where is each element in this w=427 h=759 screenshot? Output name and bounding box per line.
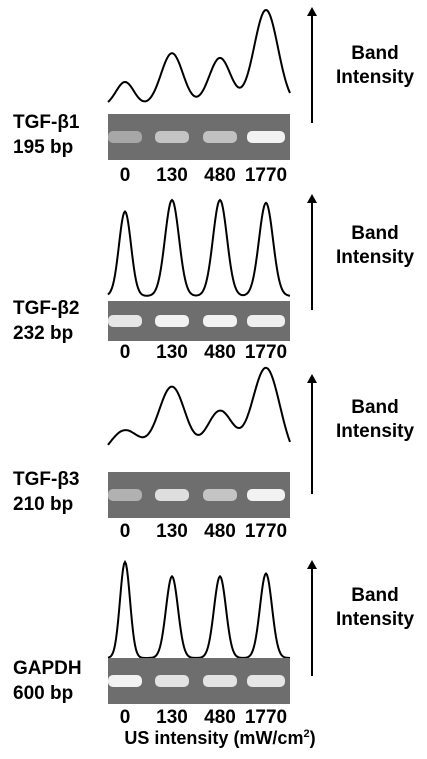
lane-label: 480 [204,342,236,363]
gene-label: GAPDH 600 bp [13,656,82,706]
lane-label: 0 [119,165,131,186]
gel-band [108,315,142,327]
gel-band [155,315,189,327]
intensity-trace [107,198,291,297]
band-intensity-arrow [311,15,313,123]
arrow-head-icon [307,194,317,203]
lane-label: 1770 [244,521,288,542]
band-caption-line: Band [351,223,399,244]
lane-label: 130 [156,165,188,186]
panel-tgf-beta3: Band Intensity TGF-β3 210 bp 0 130 480 1… [0,366,427,553]
lane-label: 130 [156,521,188,542]
band-intensity-caption: Band Intensity [330,584,420,632]
lane-label: 1770 [244,342,288,363]
gel-image [108,114,290,160]
gel-band [203,131,237,143]
lane-label: 1770 [244,707,288,728]
band-intensity-arrow [311,568,313,676]
band-intensity-caption: Band Intensity [330,222,420,270]
gene-label: TGF-β2 232 bp [13,296,79,346]
band-intensity-profile [107,559,291,659]
lane-label: 0 [119,707,131,728]
amplicon-size: 600 bp [13,683,74,704]
band-intensity-arrow [311,202,313,310]
band-caption-line: Band [351,585,399,606]
gene-name: TGF-β1 [13,112,80,133]
arrow-head-icon [307,560,317,569]
band-intensity-profile [107,198,291,297]
lane-label: 0 [119,521,131,542]
gene-name: GAPDH [13,658,82,679]
gel-band [155,489,189,501]
intensity-trace [107,559,291,659]
lane-label: 0 [119,342,131,363]
x-axis-title-suffix: ) [309,728,316,748]
amplicon-size: 195 bp [13,137,74,158]
panel-tgf-beta2: Band Intensity TGF-β2 232 bp 0 130 480 1… [0,190,427,375]
amplicon-size: 210 bp [13,494,74,515]
band-intensity-caption: Band Intensity [330,396,420,444]
gel-band [247,131,285,143]
lane-label: 480 [204,521,236,542]
x-axis-title: US intensity (mW/cm2) [95,728,345,749]
lane-label: 130 [156,342,188,363]
band-intensity-profile [107,366,291,446]
gel-band [108,489,142,501]
band-caption-line: Intensity [335,421,415,442]
band-caption-line: Band [351,397,399,418]
intensity-trace [107,366,291,446]
gel-band [155,675,189,687]
gel-band [247,675,285,687]
lane-label: 1770 [244,165,288,186]
gel-band [108,131,142,143]
gel-image [108,301,290,341]
intensity-trace [107,8,291,103]
gene-name: TGF-β2 [13,298,80,319]
band-caption-line: Intensity [335,247,415,268]
panel-tgf-beta1: Band Intensity TGF-β1 195 bp 0 130 480 1… [0,0,427,186]
arrow-head-icon [307,374,317,383]
panel-gapdh: Band Intensity GAPDH 600 bp 0 130 480 17… [0,552,427,737]
gel-band [108,675,142,687]
gene-name: TGF-β3 [13,469,80,490]
gel-image [108,658,290,704]
gene-label: TGF-β3 210 bp [13,467,79,517]
arrow-head-icon [307,7,317,16]
gel-band [203,675,237,687]
gel-band [203,489,237,501]
band-caption-line: Intensity [335,67,415,88]
band-intensity-profile [107,8,291,103]
band-intensity-caption: Band Intensity [330,42,420,90]
band-caption-line: Intensity [335,609,415,630]
x-axis-title-text: US intensity (mW/cm [124,728,304,748]
lane-label: 480 [204,707,236,728]
x-axis-title-superscript: 2 [303,728,310,740]
gel-band [247,315,285,327]
band-intensity-arrow [311,382,313,494]
gel-image [108,472,290,518]
gel-band [203,315,237,327]
gel-band [247,489,285,501]
lane-label: 130 [156,707,188,728]
gel-band [155,131,189,143]
amplicon-size: 232 bp [13,323,74,344]
gene-label: TGF-β1 195 bp [13,110,79,160]
lane-label: 480 [204,165,236,186]
band-caption-line: Band [351,43,399,64]
